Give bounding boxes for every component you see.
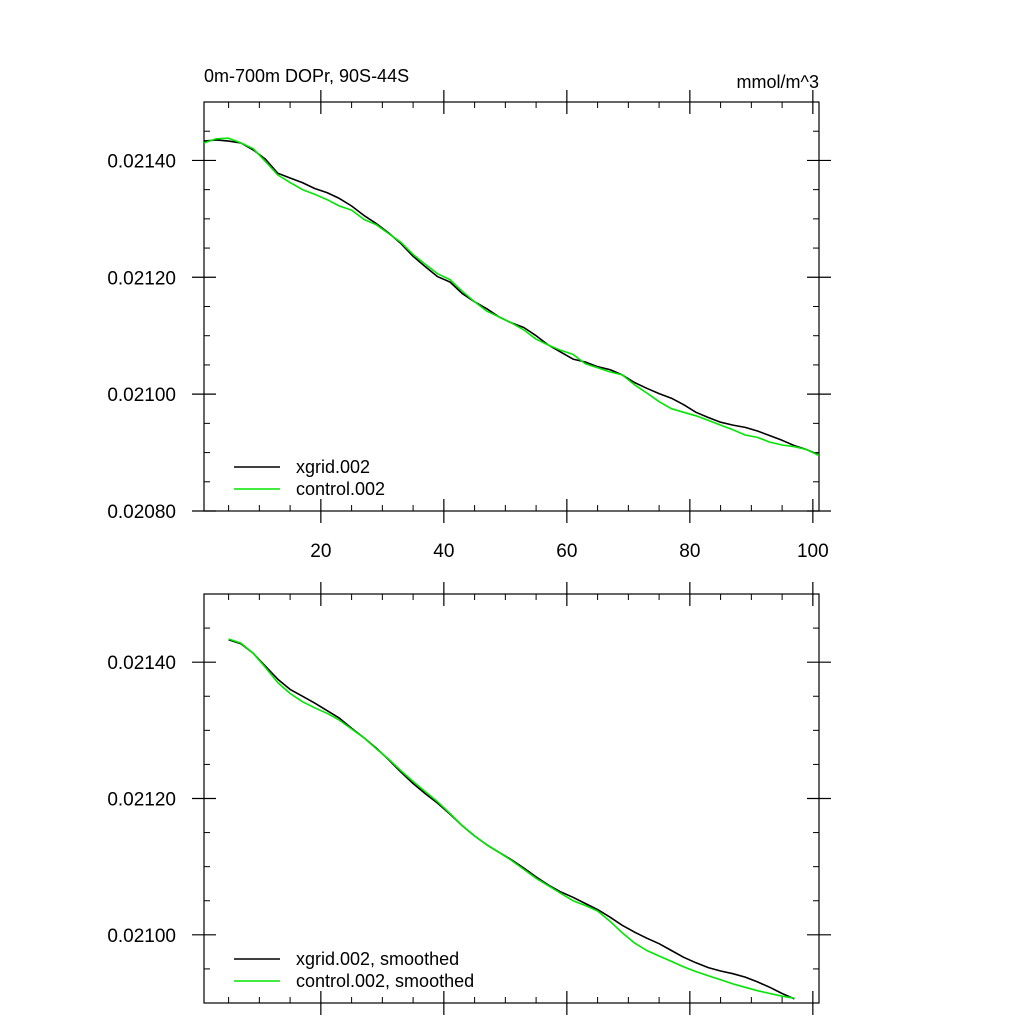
legend-label-xgrid: xgrid.002 (296, 457, 370, 477)
legend-label-xgrid: xgrid.002, smoothed (296, 949, 459, 969)
plot-panel-1: 0.02080 0.02100 0.02120 0.02140 20 40 60 80 100 0… (107, 66, 831, 562)
legend-label-control: control.002 (296, 479, 385, 499)
y-tick-label: 0.02080 (107, 502, 176, 523)
y-tick-label: 0.02100 (107, 926, 176, 947)
x-tick-label: 100 (797, 541, 829, 562)
plot-frame (203, 101, 820, 512)
chart-title: 0m-700m DOPr, 90S-44S (204, 66, 409, 86)
series-line-xgrid (228, 638, 795, 1000)
y-tick-label: 0.02120 (107, 790, 176, 811)
x-tick-label: 80 (679, 541, 700, 562)
x-tick-label: 60 (556, 541, 577, 562)
x-tick-label: 20 (310, 541, 331, 562)
y-tick-label: 0.02120 (107, 268, 176, 289)
series-line-control (203, 137, 820, 457)
series-line-control (228, 638, 795, 999)
plot-frame (203, 593, 820, 1004)
y-tick-label: 0.02100 (107, 385, 176, 406)
legend-label-control: control.002, smoothed (296, 971, 474, 991)
units-label: mmol/m^3 (737, 72, 819, 92)
x-tick-label: 40 (433, 541, 454, 562)
y-tick-label: 0.02140 (107, 653, 176, 674)
series-line-xgrid (203, 139, 820, 456)
plot-panel-2: 0.02100 0.02120 0.02140 xgrid.002, smoothed… (107, 582, 831, 1015)
y-tick-label: 0.02140 (107, 151, 176, 172)
